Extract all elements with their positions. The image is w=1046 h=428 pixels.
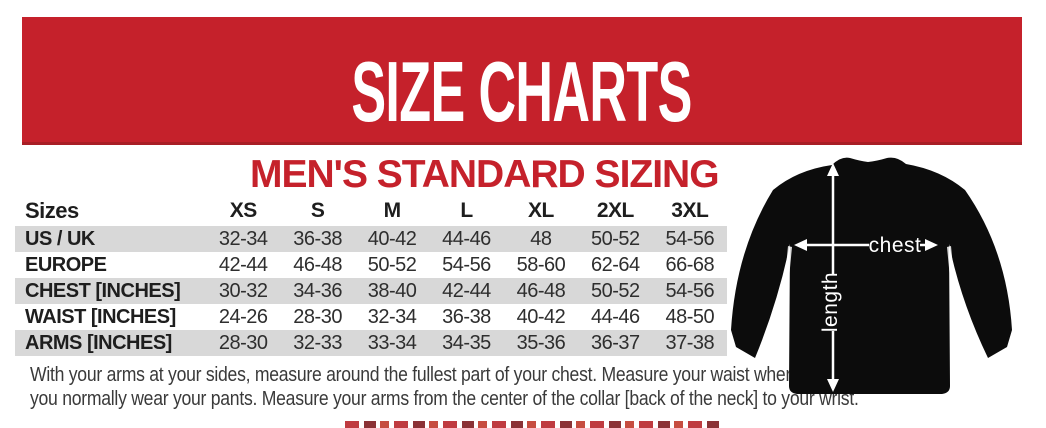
size-column-header: S [310,199,325,222]
size-cell: 36-38 [442,305,491,328]
table-row: EUROPE 42-44 46-48 50-52 54-56 58-60 62-… [15,252,727,278]
page-title: SIZE CHARTS [351,42,693,139]
size-cell: 42-44 [218,253,268,276]
size-cell: 32-33 [293,331,342,354]
size-cell: 34-35 [442,331,491,354]
size-cell: 28-30 [293,305,342,328]
table-row: ARMS [INCHES] 28-30 32-33 33-34 34-35 35… [15,330,727,356]
size-cell: 36-37 [591,331,640,354]
chest-label: chest [869,234,922,257]
size-cell: 48-50 [665,305,715,328]
shirt-silhouette [731,157,1012,394]
size-column-header: L [460,199,473,222]
section-heading: MEN'S STANDARD SIZING [250,153,720,196]
table-row: US / UK 32-34 36-38 40-42 44-46 48 50-52… [15,226,727,252]
size-cell: 38-40 [367,279,417,302]
instructions-line-2: you normally wear your pants. Measure yo… [30,388,859,410]
size-cell: 54-56 [665,227,715,250]
size-cell: 66-68 [665,253,715,276]
size-cell: 35-36 [516,331,566,354]
size-column-header: 2XL [596,199,635,222]
size-cell: 46-48 [293,253,342,276]
size-cell: 30-32 [218,279,268,302]
size-column-header: M [383,199,402,222]
size-cell: 62-64 [591,253,640,276]
size-cell: 32-34 [367,305,417,328]
row-label: CHEST [INCHES] [25,279,181,302]
size-column-header: XL [528,199,554,222]
size-cell: 46-48 [516,279,566,302]
size-table: Sizes XS S M L XL 2XL 3XL US / UK 32-34 … [15,196,727,356]
cutoff-text-band [345,421,720,428]
size-cell: 36-38 [293,227,342,250]
size-cell: 44-46 [442,227,491,250]
size-cell: 40-42 [367,227,417,250]
size-cell: 58-60 [516,253,566,276]
long-sleeve-shirt-icon: length chest [731,157,1012,394]
table-corner-label: Sizes [25,198,79,223]
size-cell: 37-38 [665,331,715,354]
size-cell: 33-34 [367,331,417,354]
size-cell: 32-34 [218,227,268,250]
size-cell: 50-52 [591,227,640,250]
shirt-diagram: length chest [725,150,1020,398]
measuring-instructions: With your arms at your sides, measure ar… [30,363,972,411]
size-cell: 54-56 [442,253,491,276]
length-arrowhead-top [827,163,839,176]
instructions-line-1: With your arms at your sides, measure ar… [30,364,801,386]
size-cell: 42-44 [442,279,491,302]
chest-arrowhead-left [794,239,807,251]
size-cell: 54-56 [665,279,715,302]
size-column-header: 3XL [671,199,709,222]
left-underarm-seam [779,246,792,341]
right-underarm-seam [947,246,960,341]
size-cell: 48 [530,227,552,250]
size-cell: 34-36 [293,279,342,302]
table-row: CHEST [INCHES] 30-32 34-36 38-40 42-44 4… [15,278,727,304]
size-cell: 50-52 [367,253,417,276]
size-column-header: XS [229,199,258,222]
length-label: length [819,272,842,332]
size-cell: 40-42 [516,305,566,328]
row-label: EUROPE [25,253,107,276]
size-cell: 24-26 [218,305,268,328]
row-label: ARMS [INCHES] [25,331,172,354]
size-cell: 50-52 [591,279,640,302]
length-arrowhead-bottom [827,379,839,392]
row-label: US / UK [25,227,95,250]
row-label: WAIST [INCHES] [25,305,176,328]
size-cell: 44-46 [591,305,640,328]
banner: SIZE CHARTS [22,17,1022,145]
chest-arrowhead-right [925,239,938,251]
table-header-row: Sizes XS S M L XL 2XL 3XL [15,196,727,226]
table-row: WAIST [INCHES] 24-26 28-30 32-34 36-38 4… [15,304,727,330]
size-cell: 28-30 [218,331,268,354]
